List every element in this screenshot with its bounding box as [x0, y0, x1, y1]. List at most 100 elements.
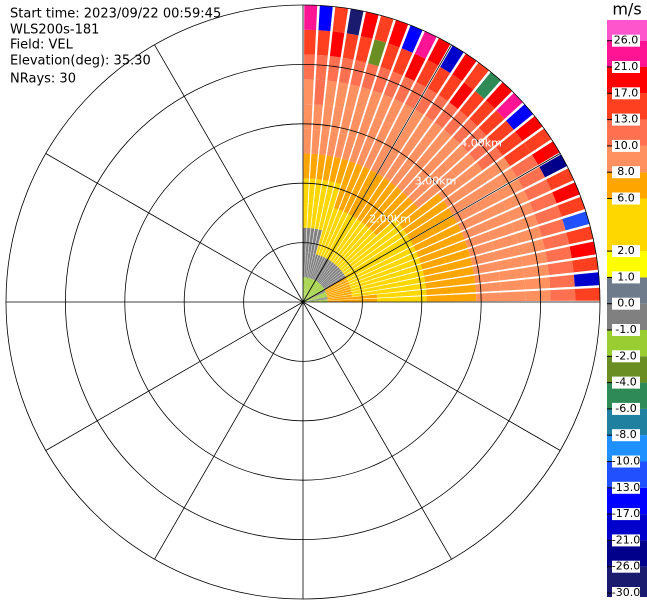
colorbar-label-bg	[612, 429, 640, 442]
range-gate	[491, 234, 518, 250]
range-gate	[344, 261, 368, 278]
range-gate	[352, 228, 373, 250]
range-gate	[303, 54, 315, 80]
range-gate	[469, 100, 495, 127]
range-gate	[425, 279, 451, 289]
range-gate	[303, 104, 313, 129]
range-gate	[457, 162, 483, 185]
range-gate	[410, 228, 436, 246]
range-gate	[326, 207, 339, 233]
range-gate	[359, 169, 377, 195]
range-gate	[342, 134, 356, 161]
range-gate	[321, 269, 342, 287]
range-gate	[322, 271, 343, 288]
range-gate	[400, 283, 427, 292]
colorbar-label: -10.0	[612, 455, 640, 468]
range-gate	[329, 156, 341, 183]
range-gate	[303, 227, 307, 253]
range-gate	[376, 182, 396, 206]
range-gate	[360, 11, 379, 39]
header-line: Field: VEL	[10, 38, 74, 53]
ring-label: 3.00km	[415, 174, 457, 187]
range-gate	[418, 249, 445, 264]
range-gate	[438, 178, 463, 200]
colorbar-label: -4.0	[615, 376, 636, 389]
range-gate	[525, 290, 551, 302]
range-gate	[390, 162, 412, 187]
range-gate	[401, 25, 423, 53]
range-gate	[365, 90, 382, 117]
range-gate	[435, 224, 461, 242]
range-gate	[401, 296, 427, 302]
range-gate	[569, 241, 597, 259]
range-gate	[304, 252, 308, 278]
range-gate	[310, 228, 319, 254]
spoke	[302, 153, 561, 303]
range-gate	[355, 87, 371, 114]
range-gate	[373, 271, 399, 283]
range-gate	[318, 231, 330, 256]
colorbar-label-bg	[612, 455, 640, 468]
range-gate	[496, 92, 523, 119]
range-gate	[313, 178, 322, 205]
range-gate	[452, 118, 478, 144]
range-gate	[343, 219, 361, 242]
range-gate	[472, 261, 499, 275]
range-gate	[310, 254, 321, 279]
range-gate	[311, 129, 321, 155]
range-gate	[415, 88, 437, 115]
range-gate	[438, 232, 465, 249]
range-gate	[474, 271, 500, 284]
range-gate	[413, 235, 439, 252]
range-gate	[303, 277, 306, 302]
range-gate	[469, 181, 496, 203]
range-gate	[463, 62, 489, 90]
range-gate	[341, 255, 363, 273]
range-gate	[350, 60, 367, 87]
range-gate	[325, 235, 340, 260]
range-gate	[346, 222, 365, 245]
range-gate	[352, 294, 378, 300]
colorbar-label-bg	[612, 324, 640, 336]
range-gate	[316, 154, 326, 180]
range-gate	[403, 215, 428, 235]
ring-label: 2.00km	[369, 213, 411, 226]
range-gate	[393, 103, 414, 131]
range-gate	[396, 167, 419, 192]
range-gate	[399, 276, 426, 287]
range-gate	[355, 232, 377, 253]
range-gate	[511, 214, 539, 233]
range-gate	[338, 249, 358, 269]
range-gate	[307, 203, 313, 229]
colorbar-label: -21.0	[612, 533, 640, 546]
range-gate	[483, 157, 510, 180]
range-gate	[342, 33, 359, 60]
range-gate	[308, 178, 316, 204]
range-gate	[521, 251, 548, 267]
range-gate	[358, 236, 380, 256]
range-gate	[486, 82, 513, 109]
range-gate	[407, 221, 432, 240]
range-gate	[470, 251, 497, 266]
range-gate	[443, 110, 468, 136]
range-gate	[395, 203, 418, 224]
range-gate	[397, 264, 423, 276]
range-gate	[370, 262, 396, 276]
range-gate	[534, 205, 562, 225]
range-gate	[392, 48, 413, 76]
range-gate	[349, 275, 374, 287]
range-gate	[377, 297, 402, 302]
range-gate	[332, 242, 350, 264]
range-gate	[416, 242, 442, 258]
range-gate	[351, 290, 377, 297]
range-gate	[314, 204, 324, 230]
range-gate	[303, 284, 322, 302]
colorbar-label-bg	[612, 376, 640, 389]
range-gate	[346, 8, 364, 36]
range-gate	[303, 285, 323, 302]
range-gate	[469, 137, 495, 162]
range-gate	[449, 82, 474, 109]
range-gate	[452, 53, 477, 82]
range-gate	[448, 194, 475, 215]
colorbar-band	[607, 198, 647, 252]
